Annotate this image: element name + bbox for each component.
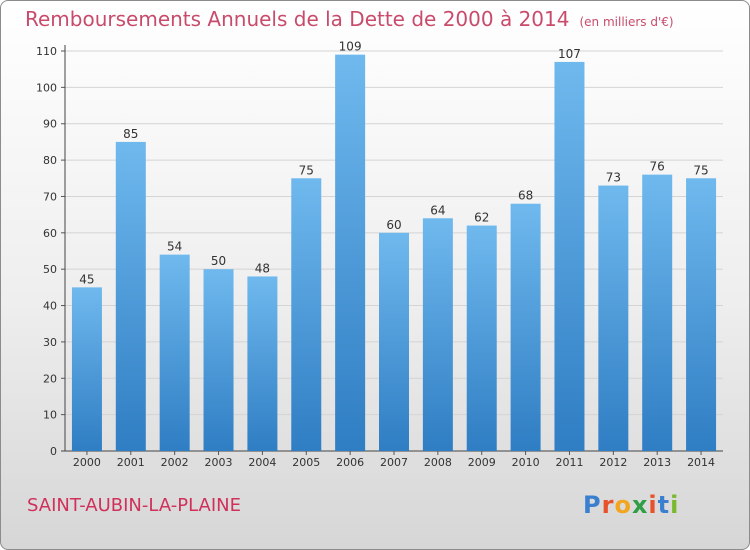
data-label: 76 [650,160,665,174]
x-tick-label: 2004 [248,456,276,469]
y-tick-label: 0 [50,445,57,458]
x-tick-label: 2003 [205,456,233,469]
y-tick-label: 10 [43,409,57,422]
y-tick-label: 20 [43,372,57,385]
bar [159,254,190,451]
data-label: 48 [255,261,270,275]
chart-subtitle: (en milliers d'€) [579,15,674,29]
x-tick-label: 2014 [687,456,715,469]
bar [598,185,629,451]
x-tick-label: 2011 [555,456,583,469]
data-labels: 45 85 54 50 48 75 109 60 64 62 68 107 73 76 75 [79,40,708,287]
x-tick-label: 2001 [117,456,145,469]
x-tick-label: 2005 [292,456,320,469]
y-tick-label: 30 [43,336,57,349]
data-label: 60 [386,218,401,232]
data-label: 62 [474,211,489,225]
x-tick-label: 2012 [599,456,627,469]
x-tick-label: 2007 [380,456,408,469]
x-tick-label: 2000 [73,456,101,469]
bar [379,232,409,451]
x-tick-label: 2008 [424,456,452,469]
bar [335,54,366,452]
data-label: 75 [299,163,314,177]
bar [642,174,673,452]
y-tick-label: 50 [43,263,57,276]
data-label: 64 [430,203,445,217]
proxiti-logo: Proxiti [583,491,679,519]
town-name: SAINT-AUBIN-LA-PLAINE [27,495,242,516]
data-label: 75 [693,163,708,177]
y-tick-label: 110 [36,45,57,58]
bar [71,287,102,451]
title-text: Remboursements Annuels de la Dette de 20… [25,7,570,31]
x-tick-label: 2002 [161,456,189,469]
data-label: 68 [518,189,533,203]
logo-letter: i [648,491,658,519]
bar [203,269,234,451]
y-tick-label: 90 [43,118,57,131]
data-label: 109 [339,40,362,54]
data-label: 73 [606,171,621,185]
y-tick-label: 60 [43,227,57,240]
bar [291,178,322,452]
data-label: 107 [558,47,581,61]
x-tick-labels: 2000 2001 2002 2003 2004 2005 2006 2007 2008 2009… [73,451,715,469]
bars [71,54,717,452]
data-label: 50 [211,254,226,268]
y-tick-label: 40 [43,300,57,313]
chart-title: Remboursements Annuels de la Dette de 20… [25,7,674,31]
data-label: 45 [79,272,94,286]
bar [466,225,497,451]
y-tick-label: 70 [43,190,57,203]
y-tick-label: 100 [36,81,57,94]
y-tick-label: 80 [43,154,57,167]
x-tick-label: 2010 [512,456,540,469]
bar [510,203,541,451]
logo-letter: x [631,491,649,519]
bar [686,178,717,452]
data-label: 85 [123,127,138,141]
bar [115,141,146,451]
x-tick-label: 2006 [336,456,364,469]
logo-letter: r [601,491,615,519]
logo-letter: P [583,491,602,519]
bar [422,218,453,451]
bar [247,276,278,451]
data-label: 54 [167,240,182,254]
logo-letter: t [657,491,671,519]
x-tick-label: 2009 [468,456,496,469]
x-tick-label: 2013 [643,456,671,469]
logo-letter: o [614,491,632,519]
y-tick-labels: 0 10 20 30 40 50 60 70 80 90 100 110 [36,45,57,458]
bar [554,61,585,452]
logo-letter: i [670,491,680,519]
